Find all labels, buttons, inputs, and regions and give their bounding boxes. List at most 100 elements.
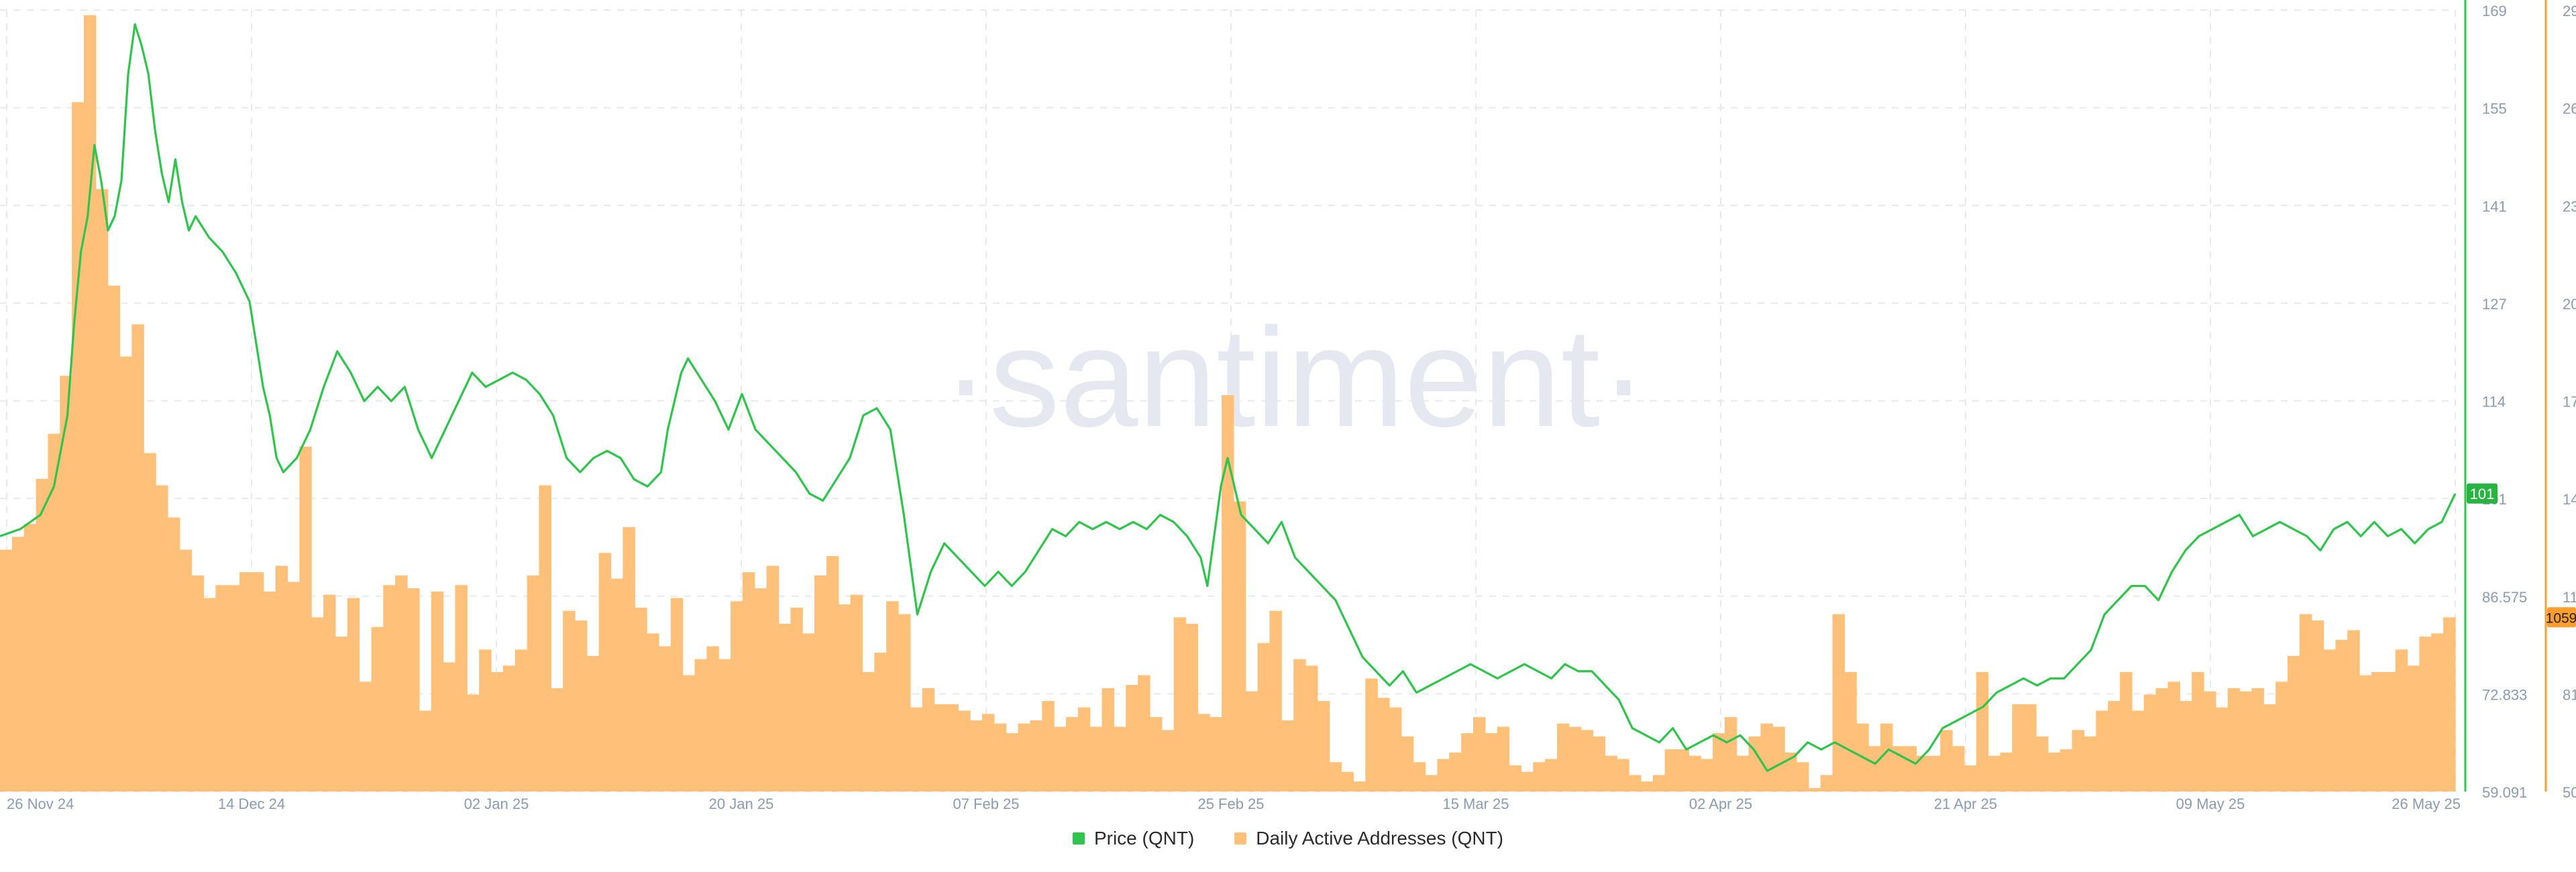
address-bar <box>1832 614 1845 792</box>
address-bar <box>2180 701 2192 792</box>
address-bar <box>431 591 444 792</box>
address-bar <box>1808 787 1821 792</box>
address-bar <box>2167 682 2180 792</box>
address-bar <box>515 649 528 792</box>
address-bar <box>2204 691 2216 792</box>
price-tick-label: 127 <box>2482 296 2507 313</box>
address-bar <box>1676 749 1689 792</box>
address-bar <box>922 688 935 792</box>
address-bar <box>2072 730 2085 792</box>
chart: ·santiment· 26 Nov 24 14 Dec 24 02 Jan 25 2… <box>0 0 2576 812</box>
address-bar <box>0 549 13 792</box>
address-bar <box>1593 736 1605 792</box>
address-bar <box>1784 752 1797 792</box>
address-bar <box>1904 746 1917 792</box>
address-bar <box>1713 733 1725 792</box>
address-bar <box>1485 733 1498 792</box>
address-bar <box>1605 755 1617 792</box>
address-bar <box>2192 671 2204 792</box>
legend-item-price[interactable]: Price (QNT) <box>1072 828 1194 849</box>
address-bar <box>1054 726 1067 792</box>
address-bar <box>1724 717 1737 792</box>
address-bar <box>1173 617 1187 792</box>
address-bar <box>335 637 348 792</box>
address-bar <box>2143 694 2157 792</box>
price-tick-label: 155 <box>2482 101 2507 117</box>
address-bar <box>2227 688 2241 792</box>
address-bar <box>2431 633 2444 792</box>
address-bar <box>1952 746 1965 792</box>
address-bar <box>1413 762 1426 792</box>
address-bar <box>1701 759 1713 792</box>
price-tick-label: 141 <box>2482 198 2507 215</box>
address-bar <box>2251 688 2264 792</box>
address-bar <box>1556 723 1570 792</box>
address-bar <box>1018 723 1031 792</box>
address-bar <box>48 433 60 792</box>
address-bar <box>1580 730 1594 792</box>
address-bar <box>658 646 672 792</box>
price-tick-label: 59.091 <box>2482 784 2527 801</box>
address-bar <box>2288 655 2300 792</box>
x-tick-label: 26 Nov 24 <box>7 796 74 812</box>
address-bar <box>2036 736 2049 792</box>
address-bar <box>479 649 492 792</box>
address-bar <box>527 575 540 792</box>
address-bar <box>1748 736 1762 792</box>
address-bar <box>1401 736 1414 792</box>
address-bar <box>323 594 336 792</box>
address-bar <box>2000 752 2013 792</box>
address-bar <box>203 598 216 792</box>
address-bar <box>1533 762 1546 792</box>
address-bar <box>898 614 911 792</box>
address-bar <box>2120 671 2133 792</box>
price-tick-label: 86.575 <box>2482 589 2527 606</box>
address-bar <box>1760 723 1773 792</box>
address-bar <box>311 617 324 792</box>
address-bar <box>2155 688 2169 792</box>
address-bar <box>874 653 887 792</box>
address-bar <box>2215 707 2229 792</box>
address-bar <box>2335 639 2348 792</box>
address-bar <box>539 485 551 792</box>
address-bar <box>598 553 612 792</box>
address-bar <box>1617 759 1629 792</box>
address-bar <box>610 578 623 792</box>
addresses-tick-label: 2936 <box>2563 3 2576 19</box>
address-bar <box>1065 717 1079 792</box>
addresses-tick-label: 1116 <box>2563 589 2576 606</box>
address-bar <box>1089 726 1103 792</box>
address-bar <box>1114 726 1126 792</box>
x-axis-ticks: 26 Nov 24 14 Dec 24 02 Jan 25 20 Jan 25 07 F… <box>7 796 2461 812</box>
address-bar <box>2108 701 2121 792</box>
addresses-tick-label: 1722 <box>2563 394 2576 411</box>
addresses-tick-label: 813 <box>2563 686 2576 703</box>
address-bar <box>287 582 300 792</box>
address-bar <box>275 565 288 792</box>
legend-label-addresses: Daily Active Addresses (QNT) <box>1256 828 1504 849</box>
addresses-current-label: 1059 <box>2546 610 2576 626</box>
address-bar <box>1245 691 1258 792</box>
address-bar <box>1545 759 1558 792</box>
address-bar <box>958 710 971 792</box>
legend-item-addresses[interactable]: Daily Active Addresses (QNT) <box>1234 828 1503 849</box>
address-bar <box>2047 752 2061 792</box>
address-bar <box>910 707 923 792</box>
address-bar <box>1425 775 1438 792</box>
addresses-tick-label: 509 <box>2563 784 2576 801</box>
address-bar <box>467 694 480 792</box>
address-bar <box>1688 755 1701 792</box>
address-bar <box>982 714 995 792</box>
address-bar <box>1149 717 1163 792</box>
legend-swatch-price <box>1072 832 1085 844</box>
address-bar <box>1233 501 1246 792</box>
address-bar <box>1652 775 1666 792</box>
address-bar <box>1329 762 1342 792</box>
address-bar <box>1269 610 1282 792</box>
address-bar <box>2383 671 2396 792</box>
address-bar <box>107 285 121 792</box>
addresses-tick-label: 2632 <box>2563 101 2576 117</box>
address-bar <box>1844 671 1857 792</box>
address-bar <box>1976 671 1989 792</box>
address-bar <box>419 710 432 792</box>
